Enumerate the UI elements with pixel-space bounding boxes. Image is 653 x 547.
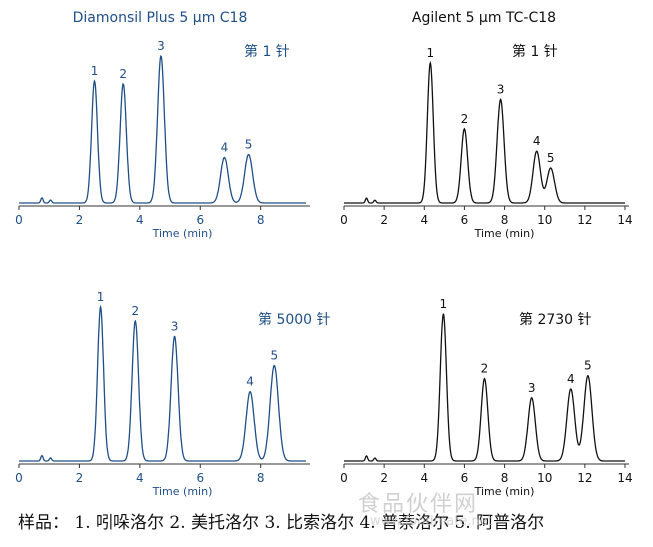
- panel-2-x-tick-label: 10: [537, 213, 552, 227]
- panel-4-x-tick-label: 2: [380, 471, 388, 485]
- panel-1-peak-label-1: 1: [91, 64, 99, 78]
- panel-4-x-tick-label: 4: [420, 471, 428, 485]
- panel-1-x-axis-label: Time (min): [152, 227, 213, 240]
- panel-1-peak-label-3: 3: [157, 39, 165, 53]
- panel-3-peak-label-2: 2: [131, 304, 139, 318]
- panel-2-peak-label-3: 3: [497, 82, 505, 96]
- panel-2-peak-label-1: 1: [426, 46, 434, 60]
- panel-3-x-tick-label: 2: [76, 471, 84, 485]
- panel-2-x-tick-label: 0: [340, 213, 348, 227]
- panel-1-peak-label-5: 5: [245, 137, 253, 151]
- panel-4-x-tick-label: 6: [461, 471, 469, 485]
- panel-4-injection-label: 第 2730 针: [519, 311, 592, 328]
- panel-4-x-tick-label: 10: [537, 471, 552, 485]
- panel-3-x-tick-label: 8: [257, 471, 265, 485]
- panel-2-injection-label: 第 1 针: [512, 43, 558, 60]
- panel-1-peak-label-2: 2: [119, 67, 127, 81]
- panel-4-x-axis-label: Time (min): [474, 485, 535, 498]
- panel-3-peak-label-3: 3: [171, 319, 179, 333]
- panel-2-peak-label-2: 2: [461, 112, 469, 126]
- panel-2-peak-label-5: 5: [547, 151, 555, 165]
- panel-2-trace: [344, 60, 625, 204]
- panel-4-x-tick-label: 14: [617, 471, 632, 485]
- panel-1-peak-label-4: 4: [221, 140, 229, 154]
- panel-2-x-tick-label: 8: [501, 213, 509, 227]
- panel-4-peak-label-4: 4: [567, 372, 575, 386]
- panel-3-peak-label-5: 5: [270, 349, 278, 363]
- panel-2-x-tick-label: 6: [461, 213, 469, 227]
- panel-1-x-tick-label: 0: [15, 213, 23, 227]
- panel-1-x-tick-label: 4: [136, 213, 144, 227]
- panel-3-x-axis-label: Time (min): [152, 485, 213, 498]
- panel-2-x-axis-label: Time (min): [474, 227, 535, 240]
- panel-2-peak-label-4: 4: [533, 134, 541, 148]
- panel-2-x-tick-label: 12: [577, 213, 592, 227]
- panel-3-peak-label-1: 1: [97, 290, 105, 304]
- panel-4-x-tick-label: 8: [501, 471, 509, 485]
- panel-1-x-tick-label: 2: [76, 213, 84, 227]
- panel-3-trace: [19, 304, 306, 462]
- panel-1-x-tick-label: 8: [257, 213, 265, 227]
- panel-4-peak-label-3: 3: [528, 381, 536, 395]
- panel-3-x-tick-label: 4: [136, 471, 144, 485]
- panel-3-peak-label-4: 4: [246, 375, 254, 389]
- panel-3-x-tick-label: 6: [196, 471, 204, 485]
- panel-1-x-tick-label: 6: [196, 213, 204, 227]
- panel-3-x-tick-label: 0: [15, 471, 23, 485]
- panel-3-injection-label: 第 5000 针: [258, 311, 331, 328]
- panel-4-trace: [344, 313, 625, 462]
- watermark-logo: 食品伙伴网: [358, 492, 479, 517]
- panel-4-peak-label-5: 5: [584, 359, 592, 373]
- panel-4-peak-label-2: 2: [481, 362, 489, 376]
- panel-2-x-tick-label: 2: [380, 213, 388, 227]
- watermark-url: www.foodmate.net: [370, 514, 493, 529]
- panel-1-injection-label: 第 1 针: [244, 43, 290, 60]
- sample-caption: 样品： 1. 吲哚洛尔 2. 美托洛尔 3. 比索洛尔 4. 普萘洛尔 5. 阿…: [18, 513, 545, 533]
- panel-4-x-tick-label: 0: [340, 471, 348, 485]
- panel-4-x-tick-label: 12: [577, 471, 592, 485]
- panel-2-title: Agilent 5 μm TC-C18: [412, 10, 556, 26]
- panel-2-x-tick-label: 4: [420, 213, 428, 227]
- panel-2-x-tick-label: 14: [617, 213, 632, 227]
- panel-1-trace: [19, 54, 306, 204]
- panel-4-peak-label-1: 1: [440, 297, 448, 311]
- panel-1-title: Diamonsil Plus 5 μm C18: [73, 10, 248, 26]
